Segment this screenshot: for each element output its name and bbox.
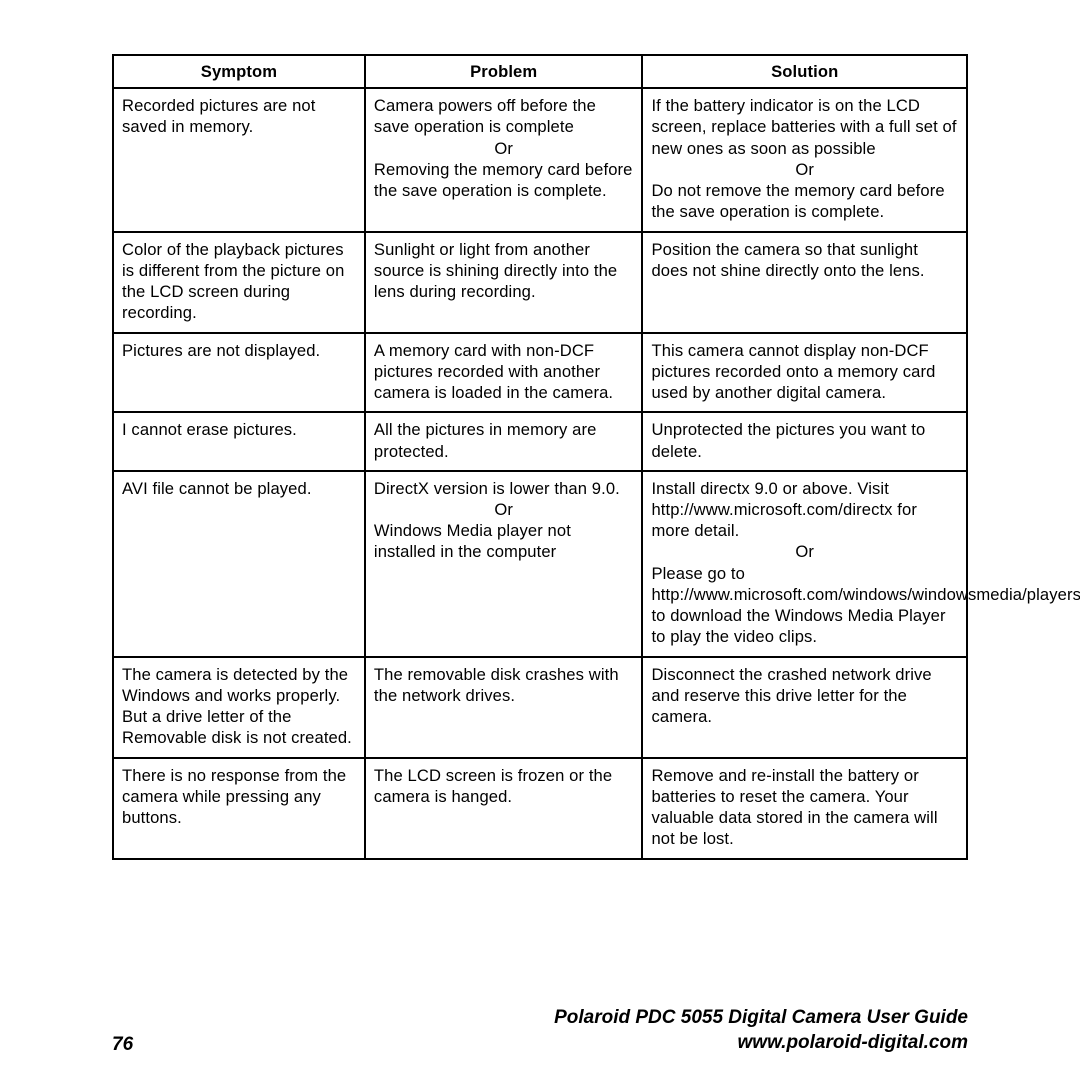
problem-cell: Camera powers off before the save operat… xyxy=(365,88,643,231)
problem-text: Removing the memory card before the save… xyxy=(374,160,633,200)
solution-cell: Position the camera so that sunlight doe… xyxy=(642,232,967,333)
table-row: Color of the playback pictures is differ… xyxy=(113,232,967,333)
problem-text: DirectX version is lower than 9.0. xyxy=(374,479,620,498)
problem-cell: Sunlight or light from another source is… xyxy=(365,232,643,333)
symptom-cell: The camera is detected by the Windows an… xyxy=(113,657,365,758)
solution-cell: If the battery indicator is on the LCD s… xyxy=(642,88,967,231)
table-header-row: Symptom Problem Solution xyxy=(113,55,967,88)
symptom-cell: I cannot erase pictures. xyxy=(113,412,365,470)
table-row: The camera is detected by the Windows an… xyxy=(113,657,967,758)
table-row: I cannot erase pictures. All the picture… xyxy=(113,412,967,470)
symptom-cell: AVI file cannot be played. xyxy=(113,471,365,657)
problem-cell: The LCD screen is frozen or the camera i… xyxy=(365,758,643,859)
footer-guide-title: Polaroid PDC 5055 Digital Camera User Gu… xyxy=(554,1007,968,1028)
table-row: Pictures are not displayed. A memory car… xyxy=(113,333,967,413)
page-footer: 76 Polaroid PDC 5055 Digital Camera User… xyxy=(112,1005,968,1056)
solution-text: Do not remove the memory card before the… xyxy=(651,181,944,221)
table-row: Recorded pictures are not saved in memor… xyxy=(113,88,967,231)
problem-cell: The removable disk crashes with the netw… xyxy=(365,657,643,758)
solution-cell: Disconnect the crashed network drive and… xyxy=(642,657,967,758)
header-solution: Solution xyxy=(642,55,967,88)
header-symptom: Symptom xyxy=(113,55,365,88)
symptom-cell: Pictures are not displayed. xyxy=(113,333,365,413)
table-row: There is no response from the camera whi… xyxy=(113,758,967,859)
solution-cell: Remove and re-install the battery or bat… xyxy=(642,758,967,859)
symptom-cell: Recorded pictures are not saved in memor… xyxy=(113,88,365,231)
or-separator: Or xyxy=(651,159,958,180)
solution-cell: Install directx 9.0 or above. Visit http… xyxy=(642,471,967,657)
solution-text: Install directx 9.0 or above. Visit http… xyxy=(651,479,916,540)
problem-text: Windows Media player not installed in th… xyxy=(374,521,571,561)
or-separator: Or xyxy=(651,541,958,562)
solution-cell: This camera cannot display non-DCF pictu… xyxy=(642,333,967,413)
header-problem: Problem xyxy=(365,55,643,88)
footer-title: Polaroid PDC 5055 Digital Camera User Gu… xyxy=(554,1005,968,1056)
problem-cell: A memory card with non-DCF pictures reco… xyxy=(365,333,643,413)
problem-cell: DirectX version is lower than 9.0. Or Wi… xyxy=(365,471,643,657)
symptom-cell: Color of the playback pictures is differ… xyxy=(113,232,365,333)
solution-text: Please go to http://www.microsoft.com/wi… xyxy=(651,564,1080,647)
solution-text: If the battery indicator is on the LCD s… xyxy=(651,96,956,157)
troubleshooting-table: Symptom Problem Solution Recorded pictur… xyxy=(112,54,968,860)
manual-page: Symptom Problem Solution Recorded pictur… xyxy=(0,0,1080,1080)
or-separator: Or xyxy=(374,138,634,159)
or-separator: Or xyxy=(374,499,634,520)
problem-text: Camera powers off before the save operat… xyxy=(374,96,596,136)
table-row: AVI file cannot be played. DirectX versi… xyxy=(113,471,967,657)
symptom-cell: There is no response from the camera whi… xyxy=(113,758,365,859)
page-number: 76 xyxy=(112,1034,133,1056)
problem-cell: All the pictures in memory are protected… xyxy=(365,412,643,470)
footer-url: www.polaroid-digital.com xyxy=(738,1032,968,1053)
solution-cell: Unprotected the pictures you want to del… xyxy=(642,412,967,470)
